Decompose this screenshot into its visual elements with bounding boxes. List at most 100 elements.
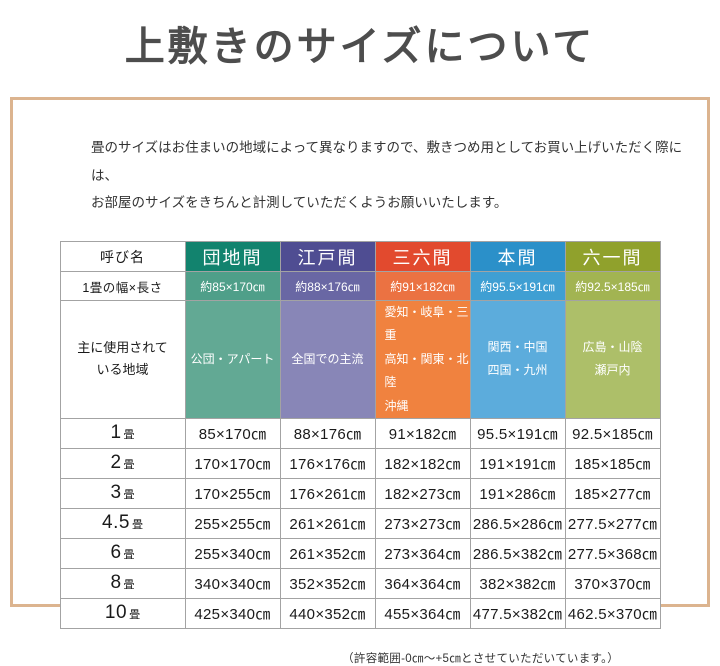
size-value-cell: 185×185㎝ xyxy=(564,447,661,479)
intro-text: 畳のサイズはお住まいの地域によって異なりますので、敷きつめ用としてお買い上げいた… xyxy=(91,134,691,217)
size-value-cell: 440×352㎝ xyxy=(279,597,376,629)
region-line: 公団・アパート xyxy=(190,351,275,366)
tatami-unit: 畳 xyxy=(123,459,135,472)
column-header-honma: 本間 xyxy=(469,241,566,273)
size-value-cell: 182×182㎝ xyxy=(374,447,471,479)
one-tatami-size-cell: 約92.5×185㎝ xyxy=(564,271,661,302)
size-value-cell: 182×273㎝ xyxy=(374,477,471,509)
region-cell-danchima: 公団・アパート xyxy=(184,300,281,419)
tatami-unit: 畳 xyxy=(129,609,141,622)
size-value-cell: 352×352㎝ xyxy=(279,567,376,599)
tatami-count: 1 xyxy=(110,422,122,444)
one-tatami-size-row: 1畳の幅×長さ 約85×170㎝ 約88×176㎝ 約91×182㎝ 約95.5… xyxy=(59,271,661,302)
tatami-count: 4.5 xyxy=(102,512,130,534)
page-title: 上敷きのサイズについて xyxy=(124,24,596,69)
one-tatami-size-cell: 約95.5×191㎝ xyxy=(469,271,566,302)
corner-header-yobina: 呼び名 xyxy=(59,241,186,273)
region-cell-edoma: 全国での主流 xyxy=(279,300,376,419)
size-value-cell: 462.5×370㎝ xyxy=(564,597,661,629)
tatami-unit: 畳 xyxy=(123,489,135,502)
region-cell-rokuichima: 広島・山陰 瀬戸内 xyxy=(564,300,661,419)
size-value-cell: 91×182㎝ xyxy=(374,417,471,449)
size-value-cell: 273×273㎝ xyxy=(374,507,471,539)
size-value-cell: 455×364㎝ xyxy=(374,597,471,629)
region-line: 広島・山陰 xyxy=(582,340,643,355)
region-line: 全国での主流 xyxy=(291,351,364,366)
size-value-cell: 364×364㎝ xyxy=(374,567,471,599)
size-value-cell: 382×382㎝ xyxy=(469,567,566,599)
size-value-cell: 286.5×286㎝ xyxy=(469,507,566,539)
size-value-cell: 176×176㎝ xyxy=(279,447,376,479)
size-value-cell: 425×340㎝ xyxy=(184,597,281,629)
region-cell-sabuma: 愛知・岐阜・三重 高知・関東・北陸 沖縄 xyxy=(374,300,471,419)
tatami-count: 3 xyxy=(110,482,122,504)
size-value-cell: 191×191㎝ xyxy=(469,447,566,479)
region-label-line-2: いる地域 xyxy=(96,362,149,378)
region-line: 関西・中国 xyxy=(487,340,548,355)
region-cell-honma: 関西・中国 四国・九州 xyxy=(469,300,566,419)
intro-line-2: お部屋のサイズをきちんと計測していただくようお願いいたします。 xyxy=(91,195,508,211)
tatami-unit: 畳 xyxy=(123,579,135,592)
row-label-width-length: 1畳の幅×長さ xyxy=(59,271,186,302)
size-value-cell: 261×261㎝ xyxy=(279,507,376,539)
region-label-line-1: 主に使用されて xyxy=(77,340,168,356)
size-value-cell: 88×176㎝ xyxy=(279,417,376,449)
one-tatami-size-cell: 約91×182㎝ xyxy=(374,271,471,302)
row-label-regions: 主に使用されて いる地域 xyxy=(59,300,186,419)
one-tatami-size-cell: 約88×176㎝ xyxy=(279,271,376,302)
size-value-cell: 92.5×185㎝ xyxy=(564,417,661,449)
size-value-cell: 255×255㎝ xyxy=(184,507,281,539)
content-frame: 畳のサイズはお住まいの地域によって異なりますので、敷きつめ用としてお買い上げいた… xyxy=(10,97,710,665)
size-value-cell: 170×170㎝ xyxy=(184,447,281,479)
region-row: 主に使用されて いる地域 公団・アパート 全国での主流 愛知・岐阜・三重 高知・… xyxy=(59,300,661,419)
tolerance-note: （許容範囲-0㎝～+5㎝とさせていただいています。） xyxy=(342,652,619,665)
one-tatami-size-cell: 約85×170㎝ xyxy=(184,271,281,302)
column-header-edoma: 江戸間 xyxy=(279,241,376,273)
region-line: 高知・関東・北陸 xyxy=(384,351,469,390)
intro-line-1: 畳のサイズはお住まいの地域によって異なりますので、敷きつめ用としてお買い上げいた… xyxy=(91,140,683,183)
size-row-label: 10 畳 xyxy=(59,597,186,629)
size-value-cell: 170×255㎝ xyxy=(184,477,281,509)
size-value-cell: 340×340㎝ xyxy=(184,567,281,599)
size-row-4-5jo: 4.5 畳 255×255㎝ 261×261㎝ 273×273㎝ 286.5×28… xyxy=(59,507,661,539)
tatami-count: 6 xyxy=(110,542,122,564)
size-value-cell: 277.5×277㎝ xyxy=(564,507,661,539)
tatami-count: 8 xyxy=(110,572,122,594)
tatami-size-table: 呼び名 団地間 江戸間 三六間 本間 六一間 1畳の幅×長さ 約85×170㎝ … xyxy=(59,241,661,629)
region-line: 瀬戸内 xyxy=(594,363,631,378)
tatami-unit: 畳 xyxy=(131,519,143,532)
tatami-unit: 畳 xyxy=(123,549,135,562)
column-header-rokuichima: 六一間 xyxy=(564,241,661,273)
region-line: 愛知・岐阜・三重 xyxy=(384,305,469,343)
size-value-cell: 273×364㎝ xyxy=(374,537,471,569)
column-header-sabuma: 三六間 xyxy=(374,241,471,273)
size-value-cell: 370×370㎝ xyxy=(564,567,661,599)
tatami-count: 10 xyxy=(104,602,128,624)
size-row-label: 4.5 畳 xyxy=(59,507,186,539)
size-value-cell: 176×261㎝ xyxy=(279,477,376,509)
size-value-cell: 185×277㎝ xyxy=(564,477,661,509)
region-line: 四国・九州 xyxy=(487,363,548,378)
size-value-cell: 477.5×382㎝ xyxy=(469,597,566,629)
size-value-cell: 85×170㎝ xyxy=(184,417,281,449)
size-value-cell: 191×286㎝ xyxy=(469,477,566,509)
size-value-cell: 95.5×191㎝ xyxy=(469,417,566,449)
tatami-count: 2 xyxy=(110,452,122,474)
tatami-unit: 畳 xyxy=(123,429,135,442)
size-row-10jo: 10 畳 425×340㎝ 440×352㎝ 455×364㎝ 477.5×382… xyxy=(59,597,661,629)
size-value-cell: 255×340㎝ xyxy=(184,537,281,569)
size-value-cell: 286.5×382㎝ xyxy=(469,537,566,569)
region-line: 沖縄 xyxy=(384,398,409,413)
size-value-cell: 261×352㎝ xyxy=(279,537,376,569)
header-row: 呼び名 団地間 江戸間 三六間 本間 六一間 xyxy=(59,241,661,273)
